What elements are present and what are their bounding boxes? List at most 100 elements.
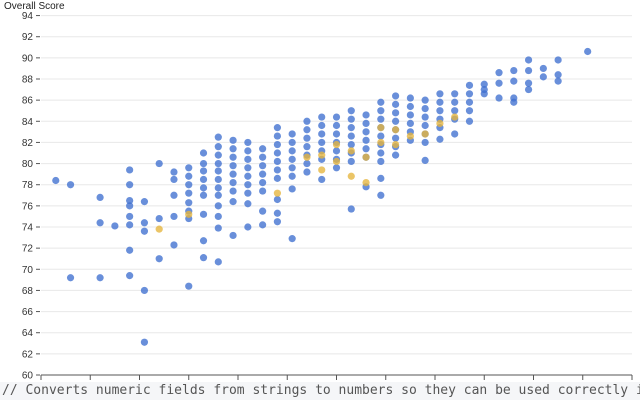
point-blue [273,149,281,157]
point-orange [273,189,281,197]
point-blue [273,209,281,217]
point-blue [140,286,149,295]
point-blue [259,179,267,187]
y-tick-label: 84 [22,117,34,128]
point-blue [318,130,326,138]
point-blue [214,202,222,210]
point-blue [229,179,237,187]
point-blue [303,126,311,134]
point-blue [377,115,385,123]
point-blue [480,90,488,98]
point-blue [303,143,311,151]
point-blue [229,231,237,240]
point-blue [214,159,222,168]
point-blue [362,119,370,127]
point-blue [185,181,193,189]
point-blue [273,218,281,226]
point-blue [126,246,134,254]
point-blue [436,98,444,106]
point-blue [229,162,237,170]
point-orange [155,225,163,233]
point-blue [554,71,562,79]
point-orange [332,140,341,149]
point-blue [111,222,119,230]
point-blue [377,157,385,166]
gridlines [41,15,632,376]
point-blue [229,153,237,161]
point-orange [377,124,385,132]
point-blue [259,170,267,178]
point-blue [199,237,208,245]
point-blue [332,113,341,121]
point-blue [126,196,134,205]
y-tick-label: 80 [22,159,34,170]
point-blue [318,175,326,184]
point-blue [421,105,429,113]
point-blue [495,94,503,102]
point-blue [259,162,267,170]
point-blue [510,98,518,106]
point-blue [377,98,385,106]
point-blue [318,113,326,121]
point-blue [288,155,296,163]
point-blue [273,195,281,204]
point-blue [185,172,193,180]
point-blue [465,81,474,89]
point-blue [170,175,178,184]
point-blue [273,132,281,140]
point-blue [126,166,134,174]
point-blue [214,212,222,221]
point-blue [214,191,222,199]
point-blue [524,79,533,87]
point-blue [170,241,178,249]
point-blue [140,338,149,346]
point-blue [303,168,311,176]
point-blue [347,115,355,123]
point-blue [332,164,341,172]
point-blue [273,157,281,166]
point-blue [185,164,193,172]
point-blue [214,175,222,184]
point-blue [347,124,355,132]
point-blue [199,159,208,168]
point-blue [465,90,474,98]
point-blue [273,166,281,174]
point-blue [259,153,267,161]
code-comment-line: // Converts numeric fields from strings … [0,382,640,400]
point-blue [214,167,222,175]
point-blue [288,164,296,172]
point-blue [155,214,163,223]
y-tick-label: 92 [22,32,34,43]
point-blue [495,69,503,77]
point-blue [436,90,444,98]
point-blue [229,198,237,206]
y-tick-label: 68 [22,286,34,297]
point-orange [392,140,400,149]
point-blue [495,79,503,87]
point-blue [392,134,400,142]
point-blue [480,80,488,88]
y-tick-label: 78 [22,180,34,191]
point-orange [392,126,400,134]
axes: 60 62 64 66 68 70 72 74 76 78 80 82 84 86 88 90 92 94 [22,11,633,382]
point-blue [451,130,459,138]
point-blue [392,151,400,159]
point-blue [288,172,296,180]
point-blue [303,159,311,168]
point-blue [392,100,400,108]
point-blue [214,184,222,192]
y-tick-label: 76 [22,201,34,212]
point-blue [392,117,400,125]
point-blue [170,212,178,221]
point-blue [539,73,547,81]
point-blue [229,187,237,195]
point-blue [303,134,311,142]
point-blue [214,133,222,141]
point-blue [244,200,252,208]
point-orange [406,132,414,140]
point-blue [126,212,134,221]
point-blue [362,145,370,153]
point-blue [214,224,222,232]
point-blue [318,138,326,147]
